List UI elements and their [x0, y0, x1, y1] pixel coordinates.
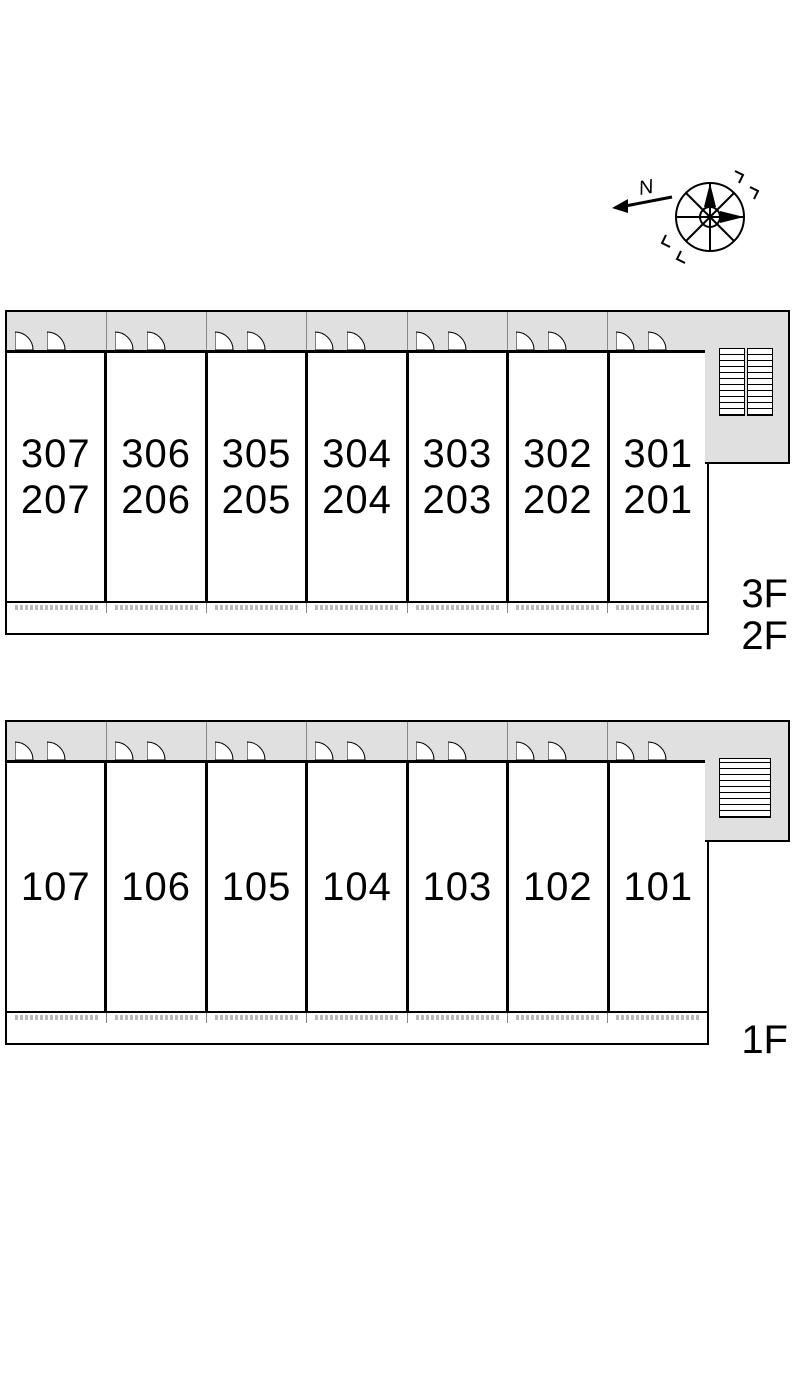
unit-cell: 304204 [308, 353, 408, 601]
unit-number: 102 [523, 864, 593, 910]
unit-cell: 104 [308, 763, 408, 1011]
north-label: N [637, 176, 656, 200]
unit-number: 304 [322, 431, 392, 477]
floor-label-2f: 2F [741, 614, 788, 659]
unit-number: 201 [623, 477, 693, 523]
unit-cell: 107 [7, 763, 107, 1011]
unit-cell: 303203 [409, 353, 509, 601]
unit-cell: 102 [509, 763, 609, 1011]
corridor-lower [5, 720, 709, 760]
floor-label-3f: 3F [741, 572, 788, 617]
unit-number: 207 [21, 477, 91, 523]
block-upper: 307207 306206 305205 304204 303203 30220… [5, 310, 790, 635]
unit-number: 104 [322, 864, 392, 910]
unit-number: 301 [623, 431, 693, 477]
unit-number: 302 [523, 431, 593, 477]
unit-cell: 305205 [208, 353, 308, 601]
unit-number: 106 [121, 864, 191, 910]
unit-cell: 105 [208, 763, 308, 1011]
unit-cell: 101 [610, 763, 707, 1011]
unit-cell: 306206 [107, 353, 207, 601]
unit-number: 105 [222, 864, 292, 910]
unit-number: 107 [21, 864, 91, 910]
compass-icon: N [610, 165, 760, 270]
corridor-upper [5, 310, 709, 350]
unit-number: 103 [423, 864, 493, 910]
unit-cell: 106 [107, 763, 207, 1011]
unit-number: 307 [21, 431, 91, 477]
units-row-upper: 307207 306206 305205 304204 303203 30220… [5, 350, 709, 603]
unit-number: 205 [222, 477, 292, 523]
stairs-lower [705, 720, 790, 842]
unit-number: 202 [523, 477, 593, 523]
block-lower: 107 106 105 104 103 102 101 [5, 720, 790, 1045]
unit-number: 204 [322, 477, 392, 523]
stairs-upper [705, 310, 790, 464]
unit-number: 305 [222, 431, 292, 477]
unit-cell: 307207 [7, 353, 107, 601]
unit-cell: 302202 [509, 353, 609, 601]
unit-number: 303 [423, 431, 493, 477]
unit-number: 306 [121, 431, 191, 477]
unit-number: 203 [423, 477, 493, 523]
unit-number: 101 [623, 864, 693, 910]
unit-number: 206 [121, 477, 191, 523]
units-row-lower: 107 106 105 104 103 102 101 [5, 760, 709, 1013]
unit-cell: 103 [409, 763, 509, 1011]
floor-label-1f: 1F [741, 1018, 788, 1063]
unit-cell: 301201 [610, 353, 707, 601]
